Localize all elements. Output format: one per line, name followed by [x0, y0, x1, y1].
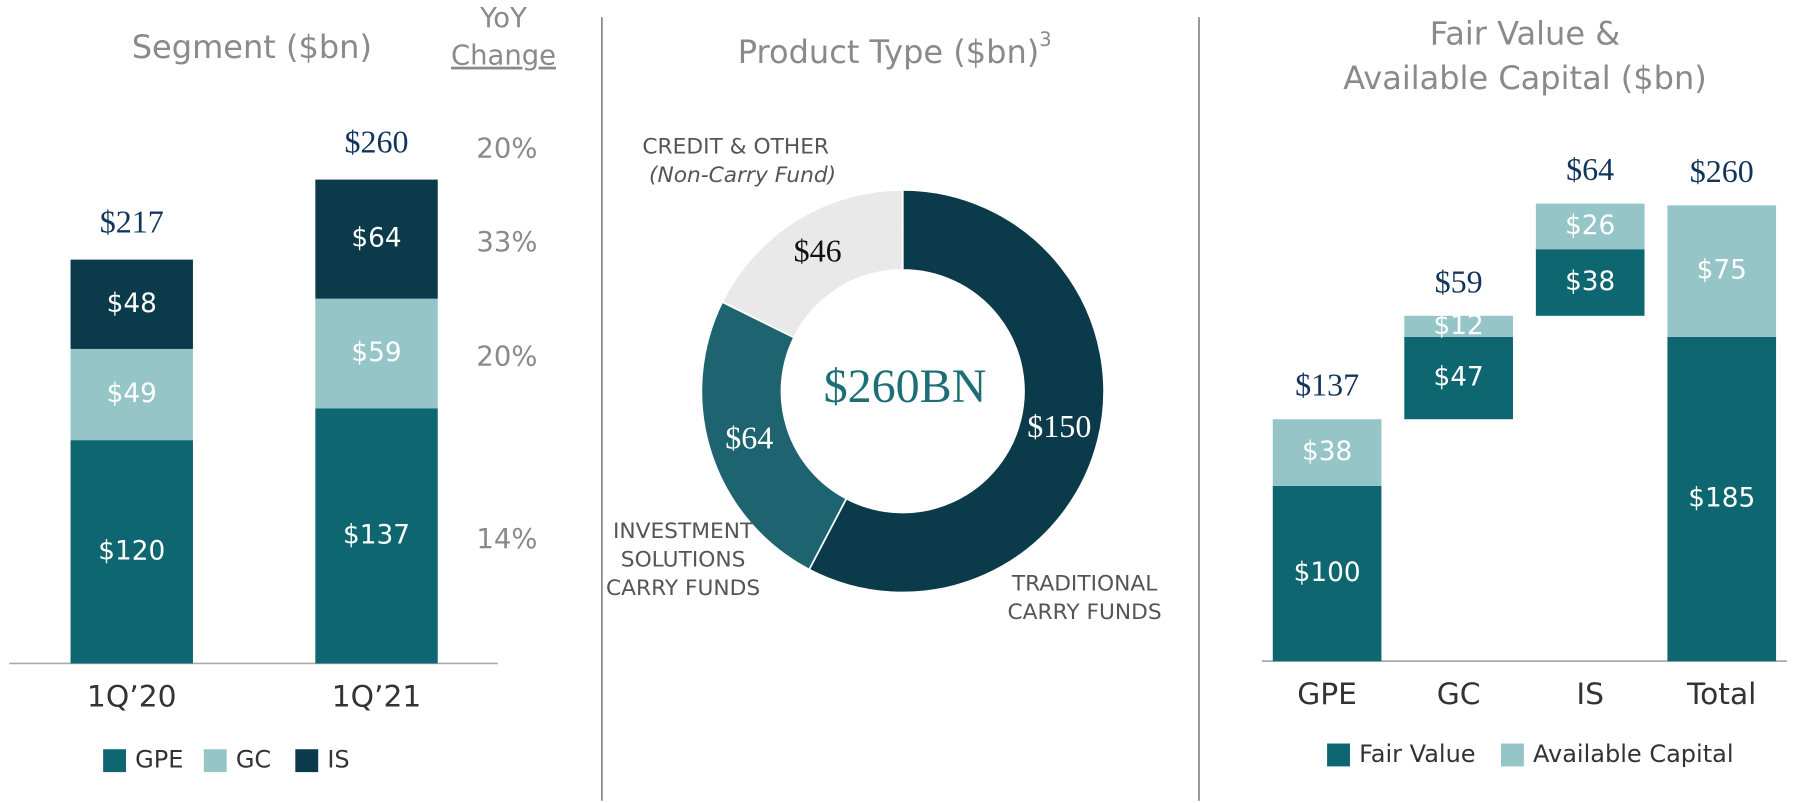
total-label: $260 [345, 124, 409, 160]
bar-segment [1404, 336, 1513, 420]
bar-value-label: $38 [1565, 267, 1615, 297]
bar-segment [70, 259, 193, 349]
legend-swatch [1327, 743, 1350, 767]
donut-slice [700, 300, 848, 571]
total-label: $217 [100, 204, 164, 240]
yoy-title: YoY [479, 3, 527, 34]
bar-segment [1272, 419, 1382, 486]
bar-value-label: $38 [1302, 437, 1352, 467]
total-label: $137 [1295, 367, 1359, 403]
legend-swatch [103, 749, 127, 773]
total-label: $260 [1690, 153, 1754, 189]
chart-title: Segment ($bn) [132, 28, 372, 66]
bar-segment [1535, 249, 1645, 316]
chart-title: Available Capital ($bn) [1343, 59, 1707, 97]
donut-slice [808, 189, 1105, 594]
slice-category-label: TRADITIONAL [1011, 572, 1157, 597]
yoy-label: 20% [476, 133, 537, 164]
total-label: $64 [1566, 151, 1614, 187]
bar-value-label: $120 [98, 536, 165, 566]
bar-segment [1535, 203, 1645, 250]
bar-segment [1667, 205, 1777, 337]
bar-value-label: $137 [343, 520, 410, 550]
x-tick-label: Total [1686, 677, 1756, 712]
bar-segment [1272, 485, 1382, 662]
x-tick-label: GPE [1297, 677, 1357, 712]
center-label: $260BN [824, 360, 987, 413]
slice-category-label: SOLUTIONS [621, 547, 746, 572]
x-tick-label: 1Q’21 [332, 679, 422, 714]
bar-value-label: $100 [1294, 558, 1361, 588]
title-superscript: 3 [1039, 28, 1051, 51]
legend-label: IS [327, 746, 349, 774]
bar-value-label: $75 [1697, 256, 1747, 286]
legend-label: Available Capital [1533, 740, 1734, 768]
bar-segment [1404, 315, 1513, 337]
bar-value-label: $59 [351, 338, 401, 368]
chart-title: Fair Value & [1430, 14, 1620, 52]
bar-value-label: $12 [1434, 311, 1484, 341]
yoy-label: 33% [476, 227, 537, 258]
total-label: $59 [1435, 263, 1483, 299]
yoy-title: Change [451, 41, 556, 72]
legend-label: Fair Value [1359, 740, 1475, 768]
bar-segment [1667, 336, 1777, 662]
bar-value-label: $48 [107, 289, 157, 319]
bar-value-label: $64 [351, 224, 401, 254]
donut-slice [721, 189, 904, 339]
bar-segment [315, 179, 438, 299]
yoy-label: 20% [476, 342, 537, 373]
x-tick-label: 1Q’20 [87, 679, 177, 714]
legend-swatch [295, 749, 319, 773]
legend-label: GC [236, 746, 271, 774]
slice-category-label: CARRY FUNDS [1008, 600, 1162, 625]
x-tick-label: IS [1576, 677, 1604, 712]
slice-value-label: $46 [794, 233, 842, 269]
bar-value-label: $26 [1565, 211, 1615, 241]
chart-title: Product Type ($bn)3 [738, 28, 1052, 71]
legend-swatch [203, 749, 227, 773]
slice-category-label: INVESTMENT [613, 519, 754, 544]
bar-value-label: $47 [1434, 363, 1484, 393]
slice-category-label: CREDIT & OTHER [642, 135, 829, 160]
slice-category-label: CARRY FUNDS [606, 576, 760, 601]
legend-swatch [1500, 743, 1524, 767]
bar-segment [315, 298, 438, 409]
bar-value-label: $185 [1688, 484, 1755, 514]
bar-segment [315, 408, 438, 664]
x-tick-label: GC [1437, 677, 1481, 712]
yoy-label: 14% [476, 524, 537, 555]
legend-label: GPE [135, 746, 183, 774]
bar-value-label: $49 [107, 379, 157, 409]
slice-note: (Non-Carry Fund) [649, 163, 836, 188]
bar-segment [70, 440, 193, 664]
slice-value-label: $64 [725, 419, 773, 455]
slice-value-label: $150 [1027, 408, 1091, 444]
bar-segment [70, 348, 193, 441]
